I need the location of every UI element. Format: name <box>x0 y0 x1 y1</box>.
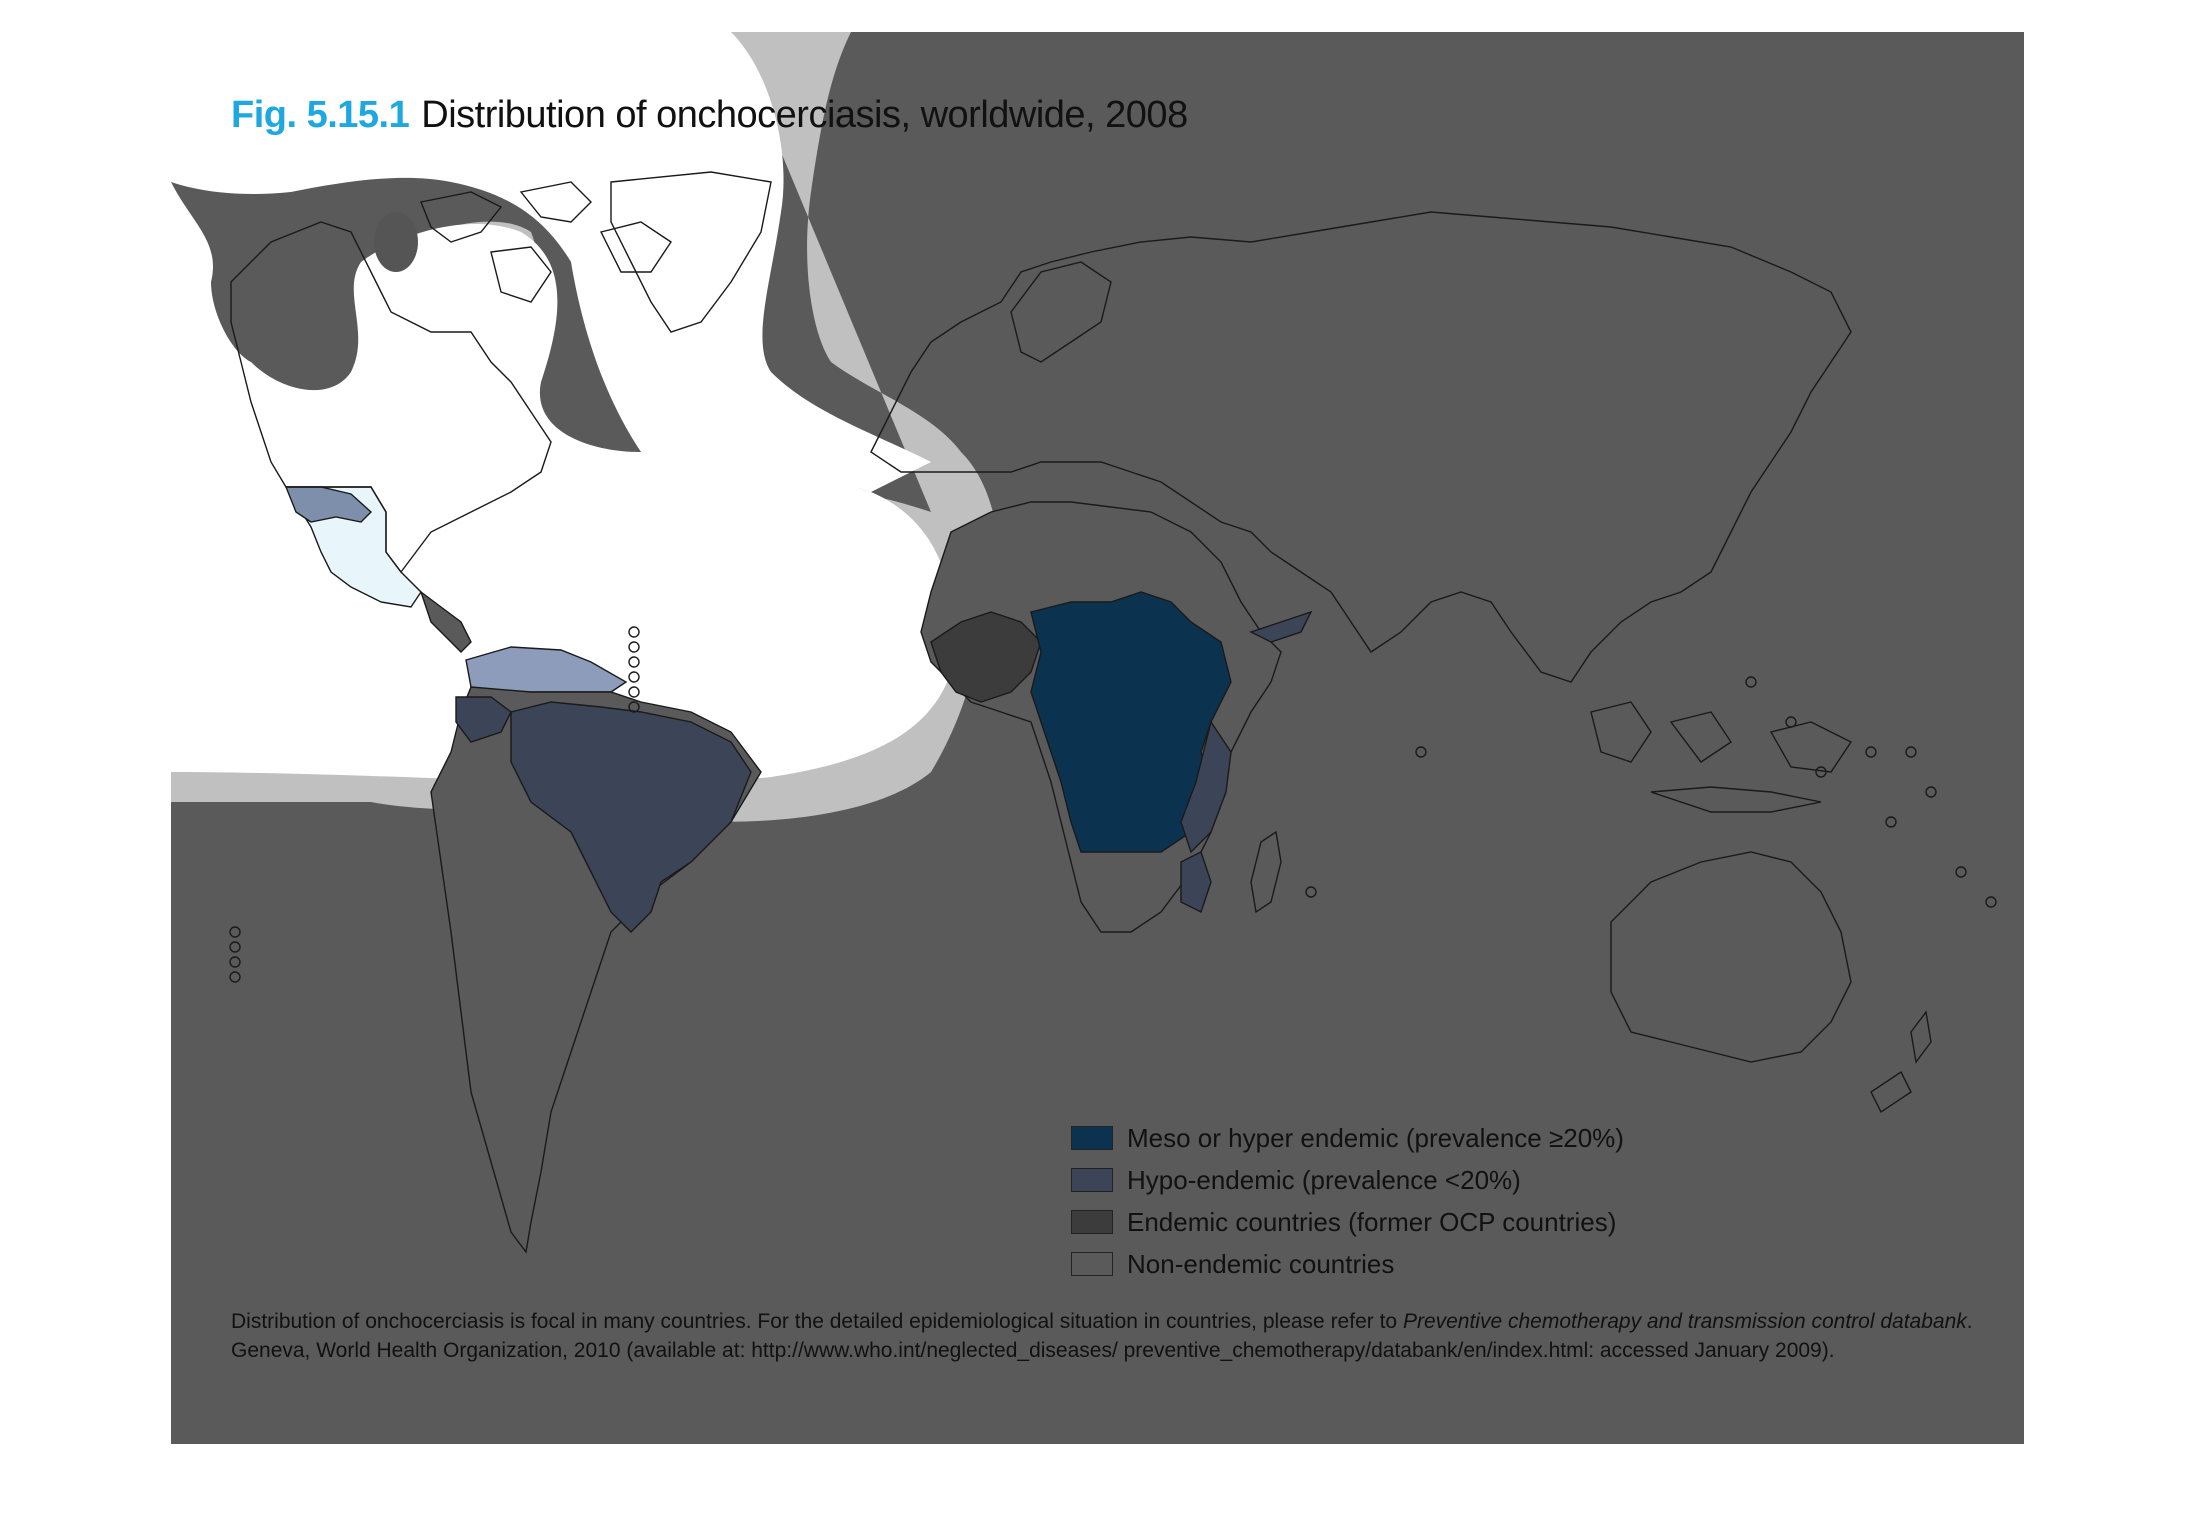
legend-label: Non-endemic countries <box>1127 1248 1395 1279</box>
greenland-dark-spot <box>374 212 418 272</box>
australia <box>1610 851 1852 1063</box>
legend-label: Meso or hyper endemic (prevalence ≥20%) <box>1127 1122 1624 1153</box>
legend-item-hypo: Hypo-endemic (prevalence <20%) <box>1071 1159 1624 1201</box>
west-africa-ocp <box>930 611 1042 703</box>
mexico-north-blue <box>284 486 373 523</box>
world-map <box>171 32 1997 1254</box>
caption-text: Distribution of onchocerciasis is focal … <box>231 1310 1403 1333</box>
legend-label: Endemic countries (former OCP countries) <box>1127 1206 1617 1237</box>
legend-label: Hypo-endemic (prevalence <20%) <box>1127 1164 1521 1195</box>
figure-number: Fig. 5.15.1 <box>231 94 410 136</box>
figure-title: Distribution of onchocerciasis, worldwid… <box>421 94 1188 136</box>
brazil-hypo <box>510 701 752 933</box>
north-america-outline <box>230 221 552 574</box>
caption-databank-title: Preventive chemotherapy and transmission… <box>1402 1310 1967 1333</box>
page-title: Fig. 5.15.1 Distribution of onchocerciasi… <box>231 94 1188 137</box>
legend-swatch-non-endemic <box>1071 1252 1113 1276</box>
legend-swatch-meso <box>1071 1126 1113 1150</box>
canada-islands <box>420 181 672 303</box>
east-africa-hypo <box>1180 720 1232 854</box>
mozambique-hypo <box>1180 851 1212 913</box>
eurasia-outline <box>870 211 1852 683</box>
island-markers <box>229 626 1997 983</box>
overlay-white-area <box>171 32 954 788</box>
legend-item-ocp: Endemic countries (former OCP countries) <box>1071 1201 1624 1243</box>
legend-swatch-ocp <box>1071 1210 1113 1234</box>
legend-swatch-hypo <box>1071 1168 1113 1192</box>
southeast-asia-islands <box>1590 701 1853 813</box>
greenland <box>610 171 772 333</box>
caption-line-2: Geneva, World Health Organization, 2010 … <box>231 1339 1835 1362</box>
map-legend: Meso or hyper endemic (prevalence ≥20%) … <box>1071 1117 1624 1285</box>
new-zealand <box>1870 1010 1932 1114</box>
legend-item-meso: Meso or hyper endemic (prevalence ≥20%) <box>1071 1117 1624 1159</box>
scandinavia <box>1010 261 1112 363</box>
caption-text: . <box>1966 1310 1973 1333</box>
caption-line-1: Distribution of onchocerciasis is focal … <box>231 1307 1991 1336</box>
map-figure: Fig. 5.15.1 Distribution of onchocerciasi… <box>171 32 2024 1444</box>
figure-caption: Distribution of onchocerciasis is focal … <box>231 1307 1991 1365</box>
yemen-hypo <box>1249 610 1313 643</box>
madagascar <box>1250 830 1282 914</box>
central-america <box>419 590 472 653</box>
legend-item-non-endemic: Non-endemic countries <box>1071 1243 1624 1285</box>
colombia-hypo <box>455 696 512 743</box>
